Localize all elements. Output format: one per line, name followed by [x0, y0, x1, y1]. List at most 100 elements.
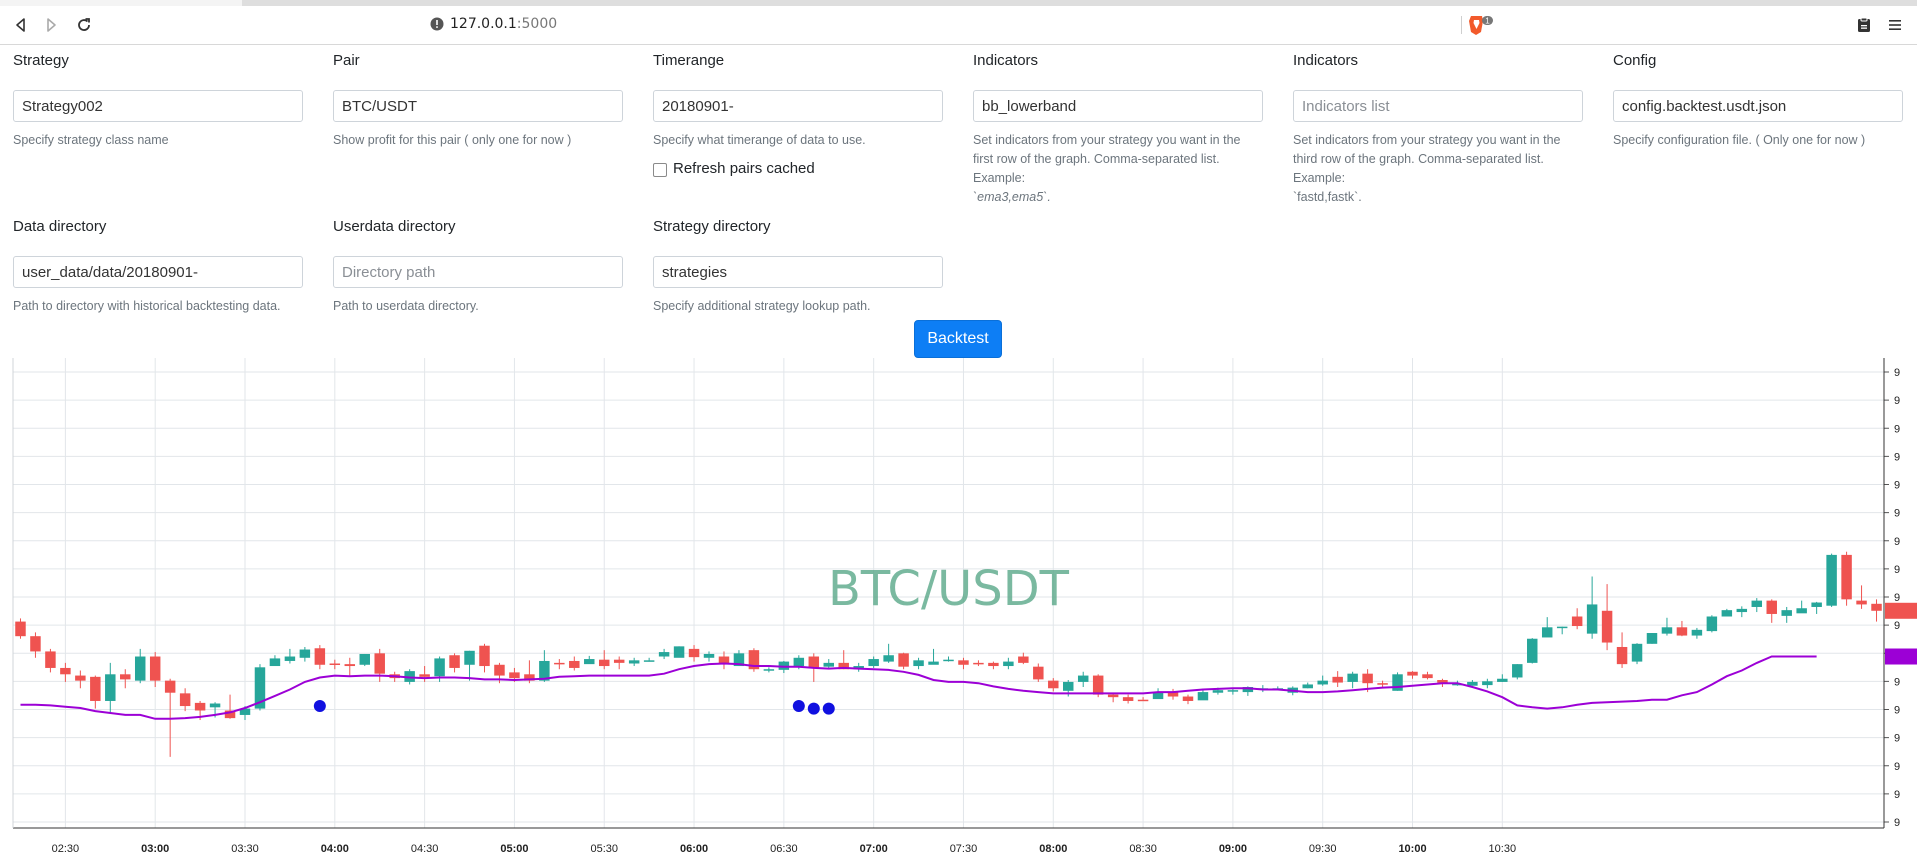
x-tick-label: 04:30	[411, 843, 439, 855]
indicators2-help-line3: Example:	[1293, 171, 1346, 185]
candle-down	[194, 702, 206, 711]
candle-up	[1077, 675, 1089, 682]
bb-lowerband-line	[20, 655, 1817, 720]
x-tick-label: 10:30	[1489, 843, 1517, 855]
candle-up	[1586, 604, 1598, 634]
candle-down	[1407, 671, 1418, 676]
candle-up	[1003, 661, 1014, 667]
candle-down	[479, 645, 490, 667]
y-tick-label: 9	[1894, 536, 1900, 548]
candlestick-chart[interactable]: 9999999999999999902:3003:0003:3004:0004:…	[0, 355, 1917, 859]
candle-up	[539, 660, 550, 681]
y-tick-label: 9	[1894, 423, 1900, 435]
candle-up	[1063, 681, 1074, 691]
pair-input[interactable]	[333, 90, 623, 122]
indicators2-help-example: `fastd,fastk`.	[1293, 190, 1362, 204]
x-tick-label: 09:30	[1309, 843, 1337, 855]
strategy-label: Strategy	[13, 52, 69, 69]
buy-marker	[822, 702, 835, 715]
y-tick-label: 9	[1894, 480, 1900, 492]
address-bar[interactable]: 127.0.0.1:5000 1	[418, 13, 1494, 37]
candle-down	[1182, 696, 1194, 701]
candle-down	[1018, 656, 1029, 663]
candle-down	[1676, 627, 1688, 636]
url-separator	[1461, 16, 1462, 34]
y-tick-label: 9	[1894, 620, 1900, 632]
buy-marker	[313, 700, 326, 713]
candle-up	[1826, 554, 1837, 606]
wallet-icon[interactable]	[1853, 14, 1875, 36]
strategydir-help: Specify additional strategy lookup path.	[653, 299, 871, 313]
candle-up	[1227, 690, 1239, 692]
candle-up	[1347, 673, 1358, 682]
candle-up	[1212, 690, 1224, 693]
candle-down	[179, 693, 191, 707]
candle-up	[1706, 616, 1718, 632]
candle-up	[269, 658, 281, 667]
y-tick-label: 9	[1894, 733, 1900, 745]
info-icon[interactable]	[430, 17, 444, 36]
x-tick-label: 06:30	[770, 843, 798, 855]
strategydir-input[interactable]	[653, 256, 943, 288]
candle-down	[419, 674, 430, 677]
indicators1-input[interactable]	[973, 90, 1263, 122]
candle-up	[1452, 683, 1463, 686]
plot-area	[13, 358, 1884, 828]
y-tick-label: 9	[1894, 367, 1900, 379]
indicators2-input[interactable]	[1293, 90, 1583, 122]
active-tab[interactable]	[0, 0, 242, 6]
reload-icon[interactable]	[73, 14, 95, 36]
x-tick-label: 02:30	[52, 843, 80, 855]
y-tick-label: 9	[1894, 508, 1900, 520]
candle-up	[823, 662, 834, 667]
refresh-pairs-checkbox[interactable]	[653, 163, 667, 177]
userdatadir-label: Userdata directory	[333, 218, 456, 235]
forward-icon[interactable]	[40, 14, 62, 36]
url-port: :5000	[516, 16, 558, 32]
last-price-badge	[1885, 602, 1917, 619]
candle-up	[763, 669, 775, 671]
candle-down	[524, 674, 535, 681]
candle-down	[1856, 600, 1867, 605]
candle-up	[1317, 680, 1328, 685]
candle-up	[943, 659, 954, 662]
userdatadir-input[interactable]	[333, 256, 623, 288]
candle-down	[494, 664, 505, 676]
strategy-input[interactable]	[13, 90, 303, 122]
indicator-value-badge	[1885, 648, 1917, 665]
x-tick-label: 04:00	[321, 843, 349, 855]
backtest-button[interactable]: Backtest	[914, 320, 1002, 358]
candle-up	[1646, 633, 1658, 644]
candle-up	[1661, 627, 1673, 634]
candle-down	[30, 636, 41, 652]
back-icon[interactable]	[10, 14, 32, 36]
menu-icon[interactable]	[1884, 14, 1906, 36]
indicators1-example-text: `ema3,ema5`.	[973, 190, 1051, 204]
brave-shield-icon[interactable]: 1	[1468, 13, 1496, 42]
candle-down	[718, 656, 730, 664]
y-tick-label: 9	[1894, 817, 1900, 829]
candle-down	[898, 653, 909, 667]
datadir-input[interactable]	[13, 256, 303, 288]
x-tick-label: 05:30	[590, 843, 618, 855]
candle-down	[958, 660, 969, 665]
candle-up	[1512, 664, 1523, 678]
x-tick-label: 05:00	[500, 843, 528, 855]
candle-up	[1751, 600, 1763, 607]
candle-up	[584, 659, 595, 665]
strategydir-label: Strategy directory	[653, 218, 771, 235]
candle-up	[1467, 681, 1478, 686]
indicators1-help-line1: Set indicators from your strategy you wa…	[973, 133, 1241, 147]
indicators1-label: Indicators	[973, 52, 1039, 69]
config-input[interactable]	[1613, 90, 1903, 122]
indicators2-label: Indicators	[1293, 52, 1359, 69]
strategy-help: Specify strategy class name	[13, 133, 169, 147]
candle-down	[1871, 603, 1882, 611]
candle-up	[1197, 692, 1209, 701]
candle-down	[120, 674, 131, 680]
candle-down	[15, 621, 26, 637]
candle-down	[838, 662, 849, 670]
candle-down	[973, 662, 984, 665]
candle-up	[913, 660, 924, 667]
timerange-input[interactable]	[653, 90, 943, 122]
